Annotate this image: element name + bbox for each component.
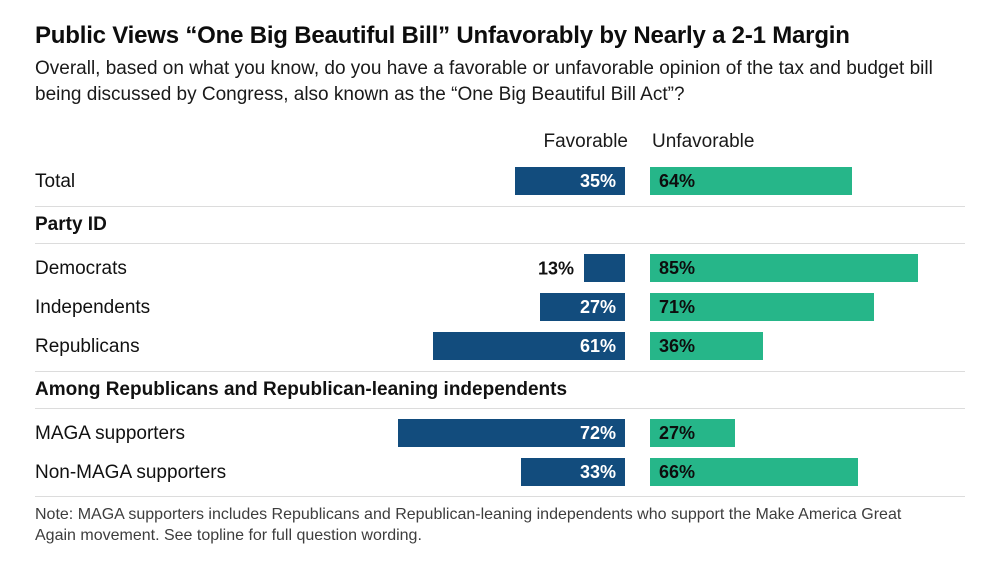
favorable-value: 33% <box>579 461 616 482</box>
chart-row-independents: Independents 27% 71% <box>0 288 1000 327</box>
favorable-bar: 35% <box>515 167 625 195</box>
favorable-bar: 27% <box>540 293 625 321</box>
favorable-bar: 72% <box>398 419 625 447</box>
unfavorable-bar: 71% <box>650 293 874 321</box>
chart-subtitle: Overall, based on what you know, do you … <box>35 58 933 105</box>
chart-row-democrats: Democrats 13% 85% <box>0 249 1000 288</box>
favorable-value: 61% <box>579 335 616 356</box>
row-label: Democrats <box>35 257 127 279</box>
chart-row-republicans: Republicans 61% 36% <box>0 327 1000 366</box>
section-header: Party ID <box>35 206 965 244</box>
unfavorable-value: 64% <box>659 170 696 191</box>
favorable-column-header: Favorable <box>543 131 629 152</box>
unfavorable-value: 36% <box>659 335 696 356</box>
favorable-value: 72% <box>579 422 616 443</box>
unfavorable-value: 27% <box>659 422 696 443</box>
chart-rows: Total 35% 64% Party ID Democrats 13% 85% Indepe… <box>0 162 1000 492</box>
favorable-value: 35% <box>579 170 616 191</box>
favorable-value: 13% <box>537 258 574 278</box>
chart-note: Note: MAGA supporters includes Republica… <box>35 506 902 544</box>
section-header: Among Republicans and Republican-leaning… <box>35 371 965 409</box>
column-headers: Favorable Unfavorable <box>0 131 1000 155</box>
favorable-value: 27% <box>579 296 616 317</box>
row-label: Independents <box>35 296 151 318</box>
note-divider <box>35 496 965 497</box>
row-label: MAGA supporters <box>35 422 185 444</box>
unfavorable-bar: 27% <box>650 419 735 447</box>
favorable-bar <box>584 254 625 282</box>
chart-title: Public Views “One Big Beautiful Bill” Un… <box>35 22 850 49</box>
favorable-bar: 33% <box>521 458 625 486</box>
chart-row-maga-supporters: MAGA supporters 72% 27% <box>0 414 1000 453</box>
unfavorable-bar: 64% <box>650 167 852 195</box>
unfavorable-bar: 66% <box>650 458 858 486</box>
unfavorable-column-header: Unfavorable <box>652 131 755 152</box>
row-label: Republicans <box>35 335 140 357</box>
unfavorable-value: 71% <box>659 296 696 317</box>
unfavorable-bar: 85% <box>650 254 918 282</box>
unfavorable-value: 66% <box>659 461 696 482</box>
favorable-bar: 61% <box>433 332 625 360</box>
unfavorable-value: 85% <box>659 257 696 278</box>
row-label: Total <box>35 170 76 192</box>
unfavorable-bar: 36% <box>650 332 763 360</box>
chart-row-total: Total 35% 64% <box>0 162 1000 201</box>
chart-row-non-maga-supporters: Non-MAGA supporters 33% 66% <box>0 453 1000 492</box>
row-label: Non-MAGA supporters <box>35 461 227 483</box>
